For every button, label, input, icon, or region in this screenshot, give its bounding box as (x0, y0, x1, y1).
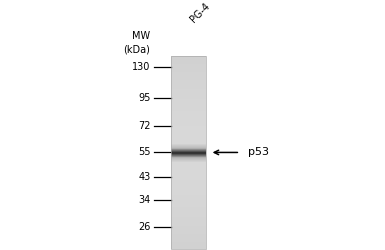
Text: 55: 55 (138, 148, 151, 158)
Text: PG-4: PG-4 (189, 1, 212, 25)
Text: (kDa): (kDa) (124, 45, 151, 55)
Text: p53: p53 (248, 148, 269, 158)
Text: 95: 95 (138, 93, 151, 103)
Text: 26: 26 (138, 222, 151, 232)
Text: 34: 34 (138, 196, 151, 205)
Text: MW: MW (132, 31, 151, 41)
Text: 72: 72 (138, 120, 151, 130)
Text: 43: 43 (138, 172, 151, 182)
Text: 130: 130 (132, 62, 151, 72)
